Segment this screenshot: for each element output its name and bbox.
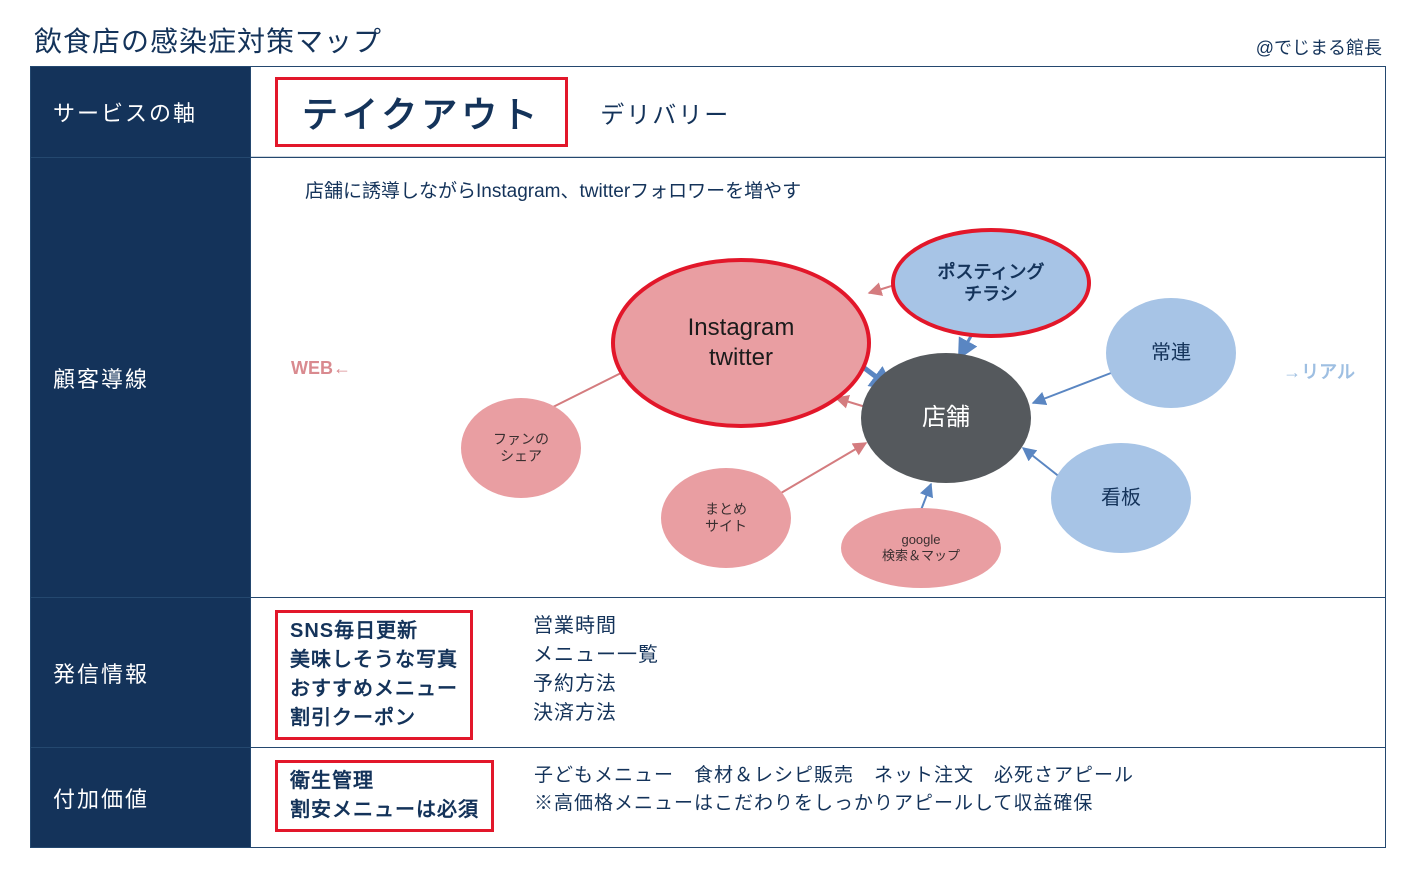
node-google: google検索＆マップ (841, 508, 1001, 588)
credit: @でじまる館長 (1256, 34, 1382, 60)
side-left-label: WEB← (291, 358, 351, 379)
row4-highlight: 衛生管理割安メニューは必須 (275, 760, 494, 832)
arrow-matome-store (781, 443, 866, 493)
row4-label: 付加価値 (31, 747, 251, 847)
header: 飲食店の感染症対策マップ @でじまる館長 (30, 20, 1386, 66)
row4-content: 衛生管理割安メニューは必須 子どもメニュー 食材＆レシピ販売 ネット注文 必死さ… (251, 747, 1385, 847)
row1-content: テイクアウト デリバリー (251, 67, 1385, 157)
node-fanshare: ファンのシェア (461, 398, 581, 498)
row1-secondary: デリバリー (600, 95, 730, 130)
row2-content: 店舗に誘導しながらInstagram、twitterフォロワーを増やす WEB←… (251, 157, 1385, 597)
node-posting: ポスティングチラシ (891, 228, 1091, 338)
row3-plain: 営業時間メニュー一覧予約方法決済方法 (533, 610, 659, 728)
arrow-joren-store (1033, 373, 1111, 403)
node-store: 店舗 (861, 353, 1031, 483)
node-matome: まとめサイト (661, 468, 791, 568)
arrow-google-store (921, 484, 931, 510)
node-joren: 常連 (1106, 298, 1236, 408)
page-title: 飲食店の感染症対策マップ (34, 20, 382, 60)
page: 飲食店の感染症対策マップ @でじまる館長 サービスの軸 テイクアウト デリバリー… (0, 0, 1416, 892)
diagram: WEB← →リアル (251, 158, 1385, 597)
row3-label: 発信情報 (31, 597, 251, 747)
node-kanban: 看板 (1051, 443, 1191, 553)
node-sns: Instagramtwitter (611, 258, 871, 428)
row1-label: サービスの軸 (31, 67, 251, 157)
grid: サービスの軸 テイクアウト デリバリー 顧客導線 店舗に誘導しながらInstag… (30, 66, 1386, 848)
row4-plain: 子どもメニュー 食材＆レシピ販売 ネット注文 必死さアピール※高価格メニューはこ… (534, 760, 1134, 817)
arrow-kanban-store (1023, 448, 1061, 478)
row2-label: 顧客導線 (31, 157, 251, 597)
side-right-label: →リアル (1283, 358, 1355, 384)
row3-content: SNS毎日更新美味しそうな写真おすすめメニュー割引クーポン 営業時間メニュー一覧… (251, 597, 1385, 747)
row3-highlight: SNS毎日更新美味しそうな写真おすすめメニュー割引クーポン (275, 610, 473, 740)
row1-highlight: テイクアウト (275, 77, 568, 147)
